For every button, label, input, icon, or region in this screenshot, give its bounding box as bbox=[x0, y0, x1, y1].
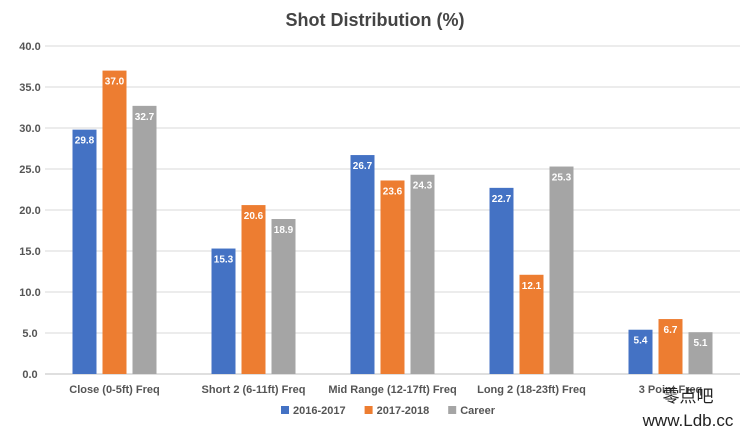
y-tick-label: 40.0 bbox=[19, 41, 40, 53]
legend: 2016-2017 2017-2018 Career bbox=[281, 405, 496, 417]
bar bbox=[489, 187, 514, 374]
legend-swatch bbox=[364, 406, 373, 414]
data-label: 26.7 bbox=[353, 161, 373, 172]
data-label: 23.6 bbox=[383, 186, 403, 197]
bar bbox=[72, 129, 97, 374]
data-label: 37.0 bbox=[105, 77, 125, 88]
legend-swatch bbox=[281, 406, 289, 414]
y-axis-ticks: 0.0 5.0 10.0 15.0 20.0 25.0 30.0 35.0 40.0 bbox=[19, 41, 40, 381]
legend-swatch bbox=[448, 406, 457, 414]
x-axis-categories: Close (0-5ft) Freq Short 2 (6-11ft) Freq M… bbox=[69, 384, 702, 396]
x-category-label: 3 Point Freq bbox=[639, 384, 703, 396]
data-label: 5.4 bbox=[634, 336, 648, 347]
y-tick-label: 0.0 bbox=[22, 369, 37, 381]
data-label: 24.3 bbox=[413, 181, 433, 192]
x-category-label: Short 2 (6-11ft) Freq bbox=[202, 384, 306, 396]
bar bbox=[519, 274, 544, 374]
chart-title: Shot Distribution (%) bbox=[286, 10, 465, 30]
data-label: 6.7 bbox=[664, 325, 678, 336]
data-label: 18.9 bbox=[274, 225, 294, 236]
data-label: 22.7 bbox=[492, 194, 512, 205]
bar bbox=[241, 205, 266, 374]
bar bbox=[410, 174, 435, 374]
legend-label: 2016-2017 bbox=[293, 405, 346, 417]
y-tick-label: 5.0 bbox=[22, 328, 37, 340]
bar bbox=[102, 70, 127, 374]
data-labels: 29.8 37.0 32.7 15.3 20.6 18.9 26.7 23.6 24.3 22.7… bbox=[75, 77, 708, 350]
legend-label: Career bbox=[460, 405, 496, 417]
data-label: 20.6 bbox=[244, 211, 264, 222]
x-category-label: Close (0-5ft) Freq bbox=[69, 384, 159, 396]
legend-label: 2017-2018 bbox=[377, 405, 430, 417]
bar bbox=[271, 219, 296, 374]
bar bbox=[350, 155, 375, 374]
y-tick-label: 30.0 bbox=[19, 123, 40, 135]
bar bbox=[549, 166, 574, 374]
watermark: 零点吧 www.Ldb.cc bbox=[642, 387, 734, 430]
bar bbox=[211, 248, 236, 374]
y-tick-label: 25.0 bbox=[19, 164, 40, 176]
y-tick-label: 20.0 bbox=[19, 205, 40, 217]
watermark-url: www.Ldb.cc bbox=[642, 411, 734, 430]
data-label: 5.1 bbox=[694, 338, 708, 349]
y-tick-label: 35.0 bbox=[19, 82, 40, 94]
bar-series bbox=[72, 70, 713, 375]
bar bbox=[132, 105, 157, 375]
y-tick-label: 10.0 bbox=[19, 287, 40, 299]
bar bbox=[380, 180, 405, 374]
x-category-label: Mid Range (12-17ft) Freq bbox=[328, 384, 456, 396]
data-label: 15.3 bbox=[214, 255, 234, 266]
data-label: 29.8 bbox=[75, 136, 95, 147]
data-label: 12.1 bbox=[522, 281, 542, 292]
x-category-label: Long 2 (18-23ft) Freq bbox=[477, 384, 586, 396]
bar bbox=[688, 332, 713, 374]
data-label: 32.7 bbox=[135, 112, 155, 123]
bar bbox=[658, 319, 683, 374]
data-label: 25.3 bbox=[552, 173, 572, 184]
y-tick-label: 15.0 bbox=[19, 246, 40, 258]
watermark-text: 零点吧 bbox=[663, 387, 714, 406]
bar bbox=[628, 329, 653, 374]
